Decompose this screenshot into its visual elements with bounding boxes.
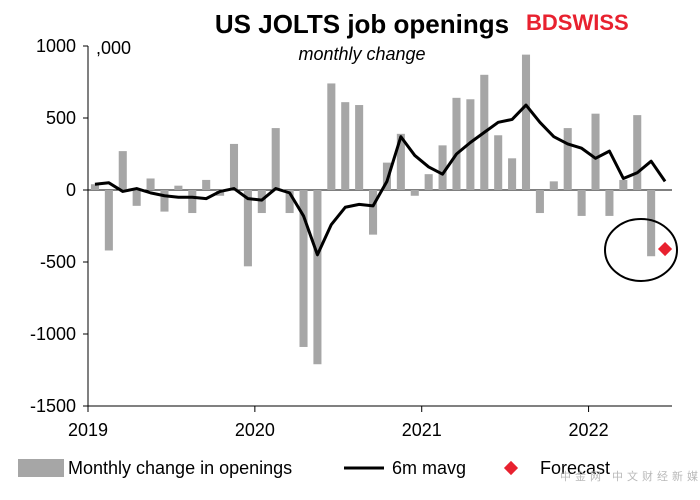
bar bbox=[535, 190, 544, 214]
legend-label-bars: Monthly change in openings bbox=[68, 458, 292, 478]
bar bbox=[271, 128, 280, 190]
bar bbox=[90, 184, 99, 190]
x-tick-label: 2020 bbox=[235, 420, 275, 440]
bar bbox=[396, 133, 405, 190]
bar bbox=[521, 54, 531, 190]
forecast-series bbox=[657, 241, 673, 257]
y-tick-label: -1500 bbox=[30, 396, 76, 416]
y-tick-label: -1000 bbox=[30, 324, 76, 344]
bar bbox=[605, 190, 614, 216]
legend-swatch-bars bbox=[18, 459, 64, 477]
bar bbox=[466, 99, 475, 190]
bar bbox=[355, 105, 364, 190]
legend-swatch-forecast bbox=[503, 460, 519, 476]
bar bbox=[285, 190, 294, 214]
x-tick-label: 2021 bbox=[402, 420, 442, 440]
x-tick-label: 2022 bbox=[569, 420, 609, 440]
bar bbox=[647, 190, 656, 257]
brand-logo: BDSWISS bbox=[526, 10, 629, 35]
bar bbox=[591, 113, 600, 190]
legend: Monthly change in openings 6m mavg Forecas… bbox=[18, 458, 610, 478]
bar bbox=[508, 158, 517, 190]
forecast-highlight-circle bbox=[604, 218, 678, 282]
bar bbox=[104, 190, 113, 251]
chart-subtitle: monthly change bbox=[298, 44, 425, 64]
bar bbox=[327, 83, 336, 190]
bar bbox=[494, 135, 503, 190]
bar bbox=[424, 174, 433, 190]
bar bbox=[549, 181, 558, 190]
bar bbox=[452, 97, 461, 190]
bar bbox=[174, 185, 183, 190]
legend-label-forecast: Forecast bbox=[540, 458, 610, 478]
bar bbox=[202, 179, 211, 190]
watermark-text: 中金网 中文财经新媒体 bbox=[560, 469, 700, 483]
bar bbox=[229, 143, 239, 190]
y-tick-label: 500 bbox=[46, 108, 76, 128]
line-series bbox=[94, 103, 667, 257]
y-tick-label: -500 bbox=[40, 252, 76, 272]
bar bbox=[619, 179, 628, 190]
bar bbox=[160, 190, 169, 212]
y-tick-label: 1000 bbox=[36, 36, 76, 56]
bar-series bbox=[90, 54, 656, 365]
bar bbox=[313, 190, 322, 365]
y-tick-label: 0 bbox=[66, 180, 76, 200]
chart-title: US JOLTS job openings bbox=[215, 9, 509, 39]
bar bbox=[438, 145, 447, 190]
bar bbox=[118, 151, 127, 190]
axes: 1000 500 0 -500 -1000 -1500 2019 2020 2021 2022 bbox=[30, 36, 672, 440]
mavg-line bbox=[94, 103, 667, 257]
bar bbox=[369, 190, 378, 235]
bar bbox=[188, 190, 197, 214]
forecast-point bbox=[657, 241, 673, 257]
bar bbox=[410, 190, 419, 196]
bar bbox=[563, 128, 572, 190]
bar bbox=[132, 190, 141, 206]
bar bbox=[633, 115, 642, 190]
bar bbox=[577, 190, 586, 216]
bar bbox=[146, 178, 155, 190]
bar bbox=[341, 102, 350, 190]
legend-label-line: 6m mavg bbox=[392, 458, 466, 478]
bar bbox=[243, 190, 252, 267]
units-label: ,000 bbox=[96, 38, 131, 58]
x-tick-label: 2019 bbox=[68, 420, 108, 440]
bar bbox=[299, 190, 308, 347]
